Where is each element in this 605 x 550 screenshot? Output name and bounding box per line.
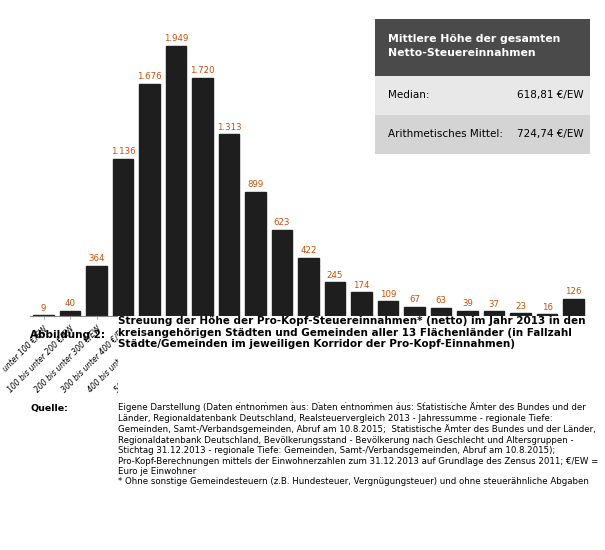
Text: 899: 899: [247, 180, 264, 189]
Text: Eigene Darstellung (Daten entnommen aus: Daten entnommen aus: Statistische Ämter: Eigene Darstellung (Daten entnommen aus:…: [118, 403, 598, 486]
Bar: [298, 258, 319, 316]
Text: 39: 39: [462, 299, 473, 309]
Bar: [113, 158, 133, 316]
Bar: [431, 307, 451, 316]
Bar: [272, 230, 292, 316]
Bar: [510, 313, 531, 316]
Text: 126: 126: [565, 287, 582, 296]
Bar: [484, 311, 505, 316]
Text: 1.720: 1.720: [190, 66, 215, 75]
Text: Quelle:: Quelle:: [30, 404, 68, 413]
Text: 364: 364: [88, 254, 105, 263]
Bar: [33, 315, 54, 316]
Text: 623: 623: [274, 218, 290, 227]
Text: Abbildung 2:: Abbildung 2:: [30, 330, 105, 340]
Bar: [537, 314, 557, 316]
Text: 422: 422: [300, 246, 317, 255]
Bar: [457, 311, 478, 316]
Text: 9: 9: [41, 304, 46, 312]
Text: 40: 40: [65, 299, 76, 308]
Bar: [378, 301, 399, 316]
Text: Median:: Median:: [388, 90, 430, 101]
Text: Arithmetisches Mittel:: Arithmetisches Mittel:: [388, 129, 503, 140]
Bar: [192, 78, 213, 316]
Text: 1.136: 1.136: [111, 147, 136, 156]
Bar: [404, 307, 425, 316]
Text: 1.676: 1.676: [137, 72, 162, 81]
Bar: [352, 292, 372, 316]
Text: 67: 67: [409, 295, 420, 305]
Text: 618,81 €/EW: 618,81 €/EW: [517, 90, 583, 101]
Bar: [60, 311, 80, 316]
Text: 63: 63: [436, 296, 446, 305]
Text: 724,74 €/EW: 724,74 €/EW: [517, 129, 583, 140]
Bar: [245, 191, 266, 316]
Text: 23: 23: [515, 301, 526, 311]
Text: 16: 16: [541, 302, 552, 311]
Text: Mittlere Höhe der gesamten
Netto-Steuereinnahmen: Mittlere Höhe der gesamten Netto-Steuere…: [388, 35, 560, 58]
Bar: [86, 266, 107, 316]
Bar: [139, 84, 160, 316]
Text: 109: 109: [380, 290, 396, 299]
Bar: [166, 46, 186, 316]
Text: 37: 37: [489, 300, 500, 309]
Bar: [218, 134, 240, 316]
Text: 174: 174: [353, 280, 370, 290]
Bar: [325, 282, 345, 316]
Text: 245: 245: [327, 271, 343, 280]
Text: 1.949: 1.949: [164, 34, 188, 43]
Text: Streuung der Höhe der Pro-Kopf-Steuereinnahmen* (netto) im Jahr 2013 in den krei: Streuung der Höhe der Pro-Kopf-Steuerein…: [118, 316, 586, 349]
Text: 1.313: 1.313: [217, 123, 241, 131]
Bar: [563, 299, 584, 316]
